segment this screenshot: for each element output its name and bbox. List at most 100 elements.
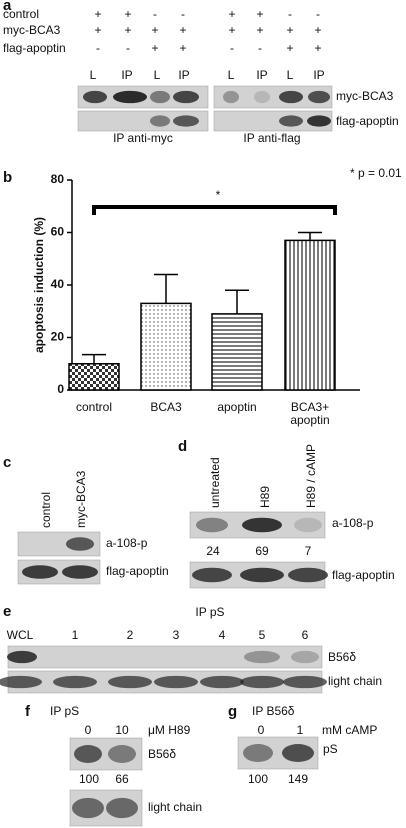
- band: [7, 650, 37, 664]
- blot-label: flag-apoptin: [332, 568, 395, 582]
- y-tick-label: 60: [51, 225, 65, 239]
- band: [53, 675, 97, 689]
- panel-label: a: [3, 0, 12, 14]
- blot-label: a-108-p: [106, 536, 148, 550]
- dose: 0: [85, 723, 92, 737]
- blot-label: B56δ: [328, 650, 356, 664]
- panel-label: g: [228, 703, 237, 720]
- sign: +: [179, 23, 186, 37]
- band: [223, 90, 239, 104]
- blot-label: light chain: [148, 800, 202, 814]
- quantification: 24: [206, 544, 220, 558]
- dose: 10: [115, 723, 129, 737]
- blot-label: light chain: [328, 674, 382, 688]
- blot-label: a-108-p: [332, 516, 374, 530]
- band: [279, 90, 303, 104]
- sign: +: [94, 7, 101, 21]
- lane-label: L: [228, 68, 235, 82]
- lane-label: 2: [127, 628, 134, 642]
- blot-label: B56δ: [148, 747, 176, 761]
- y-tick-label: 80: [51, 172, 65, 186]
- significance-mark: *: [216, 188, 221, 202]
- sign: +: [151, 23, 158, 37]
- bar: [284, 239, 336, 391]
- blot: [213, 85, 333, 109]
- lane-label: IP: [121, 68, 132, 82]
- sign: +: [286, 41, 293, 55]
- band: [291, 650, 319, 664]
- lane-label: myc-BCA3: [74, 470, 88, 528]
- sign: +: [228, 23, 235, 37]
- panel-label: d: [178, 438, 187, 455]
- band: [242, 517, 282, 533]
- band: [74, 745, 102, 763]
- lane-label: 3: [173, 628, 180, 642]
- y-tick-label: 0: [57, 382, 64, 396]
- x-tick-label: BCA3+ apoptin: [290, 400, 330, 427]
- sign: -: [258, 41, 262, 55]
- row-label: myc-BCA3: [3, 23, 61, 37]
- row-label: control: [3, 7, 39, 21]
- blot-label: flag-apoptin: [106, 564, 169, 578]
- band: [196, 517, 228, 533]
- sign: +: [314, 23, 321, 37]
- row-label: flag-apoptin: [3, 41, 66, 55]
- band: [294, 517, 322, 533]
- lane-label: L: [90, 68, 97, 82]
- band: [72, 797, 104, 819]
- panel-title: IP B56δ: [252, 704, 295, 718]
- sign: -: [126, 41, 130, 55]
- sign: +: [228, 7, 235, 21]
- sign: -: [230, 41, 234, 55]
- x-tick-label: BCA3: [150, 400, 182, 414]
- y-axis-label: apoptosis induction (%): [32, 217, 46, 353]
- unit: mM cAMP: [322, 723, 377, 737]
- band: [0, 675, 42, 689]
- lane-label: 1: [72, 628, 79, 642]
- blot-label: pS: [323, 742, 338, 756]
- quantification: 100: [248, 772, 268, 786]
- quantification: 7: [305, 544, 312, 558]
- band: [150, 90, 170, 104]
- sign: +: [286, 23, 293, 37]
- sign: -: [153, 7, 157, 21]
- lane-label: WCL: [7, 628, 34, 642]
- band: [192, 567, 232, 583]
- lane-label: H89 / cAMP: [304, 444, 318, 508]
- blot: [77, 110, 209, 132]
- band: [106, 797, 138, 819]
- sign: +: [314, 41, 321, 55]
- x-tick-label: apoptin: [217, 400, 257, 414]
- lane-label: control: [39, 492, 53, 528]
- sign: +: [151, 41, 158, 55]
- band: [200, 675, 244, 689]
- quantification: 69: [255, 544, 269, 558]
- dose: 1: [297, 723, 304, 737]
- band: [22, 565, 58, 579]
- bar: [211, 313, 263, 391]
- lane-label: IP: [313, 68, 324, 82]
- band: [150, 115, 170, 127]
- x-tick-label: control: [75, 400, 113, 414]
- sign: -: [288, 7, 292, 21]
- band: [243, 744, 273, 762]
- band: [66, 537, 94, 551]
- bar: [68, 363, 120, 391]
- lane-label: IP: [256, 68, 267, 82]
- sign: +: [124, 7, 131, 21]
- dose: 0: [258, 723, 265, 737]
- band: [307, 115, 331, 127]
- band: [240, 675, 284, 689]
- caption: IP anti-myc: [113, 131, 173, 145]
- lane-label: untreated: [208, 457, 222, 508]
- p-value: * p = 0.01: [350, 166, 402, 180]
- sign: -: [181, 7, 185, 21]
- blot: [213, 110, 333, 132]
- unit: μM H89: [148, 723, 191, 737]
- panel-label: f: [25, 703, 31, 720]
- band: [244, 650, 280, 664]
- lane-label: H89: [258, 486, 272, 508]
- y-tick-label: 20: [51, 330, 65, 344]
- sign: -: [96, 41, 100, 55]
- sign: +: [256, 7, 263, 21]
